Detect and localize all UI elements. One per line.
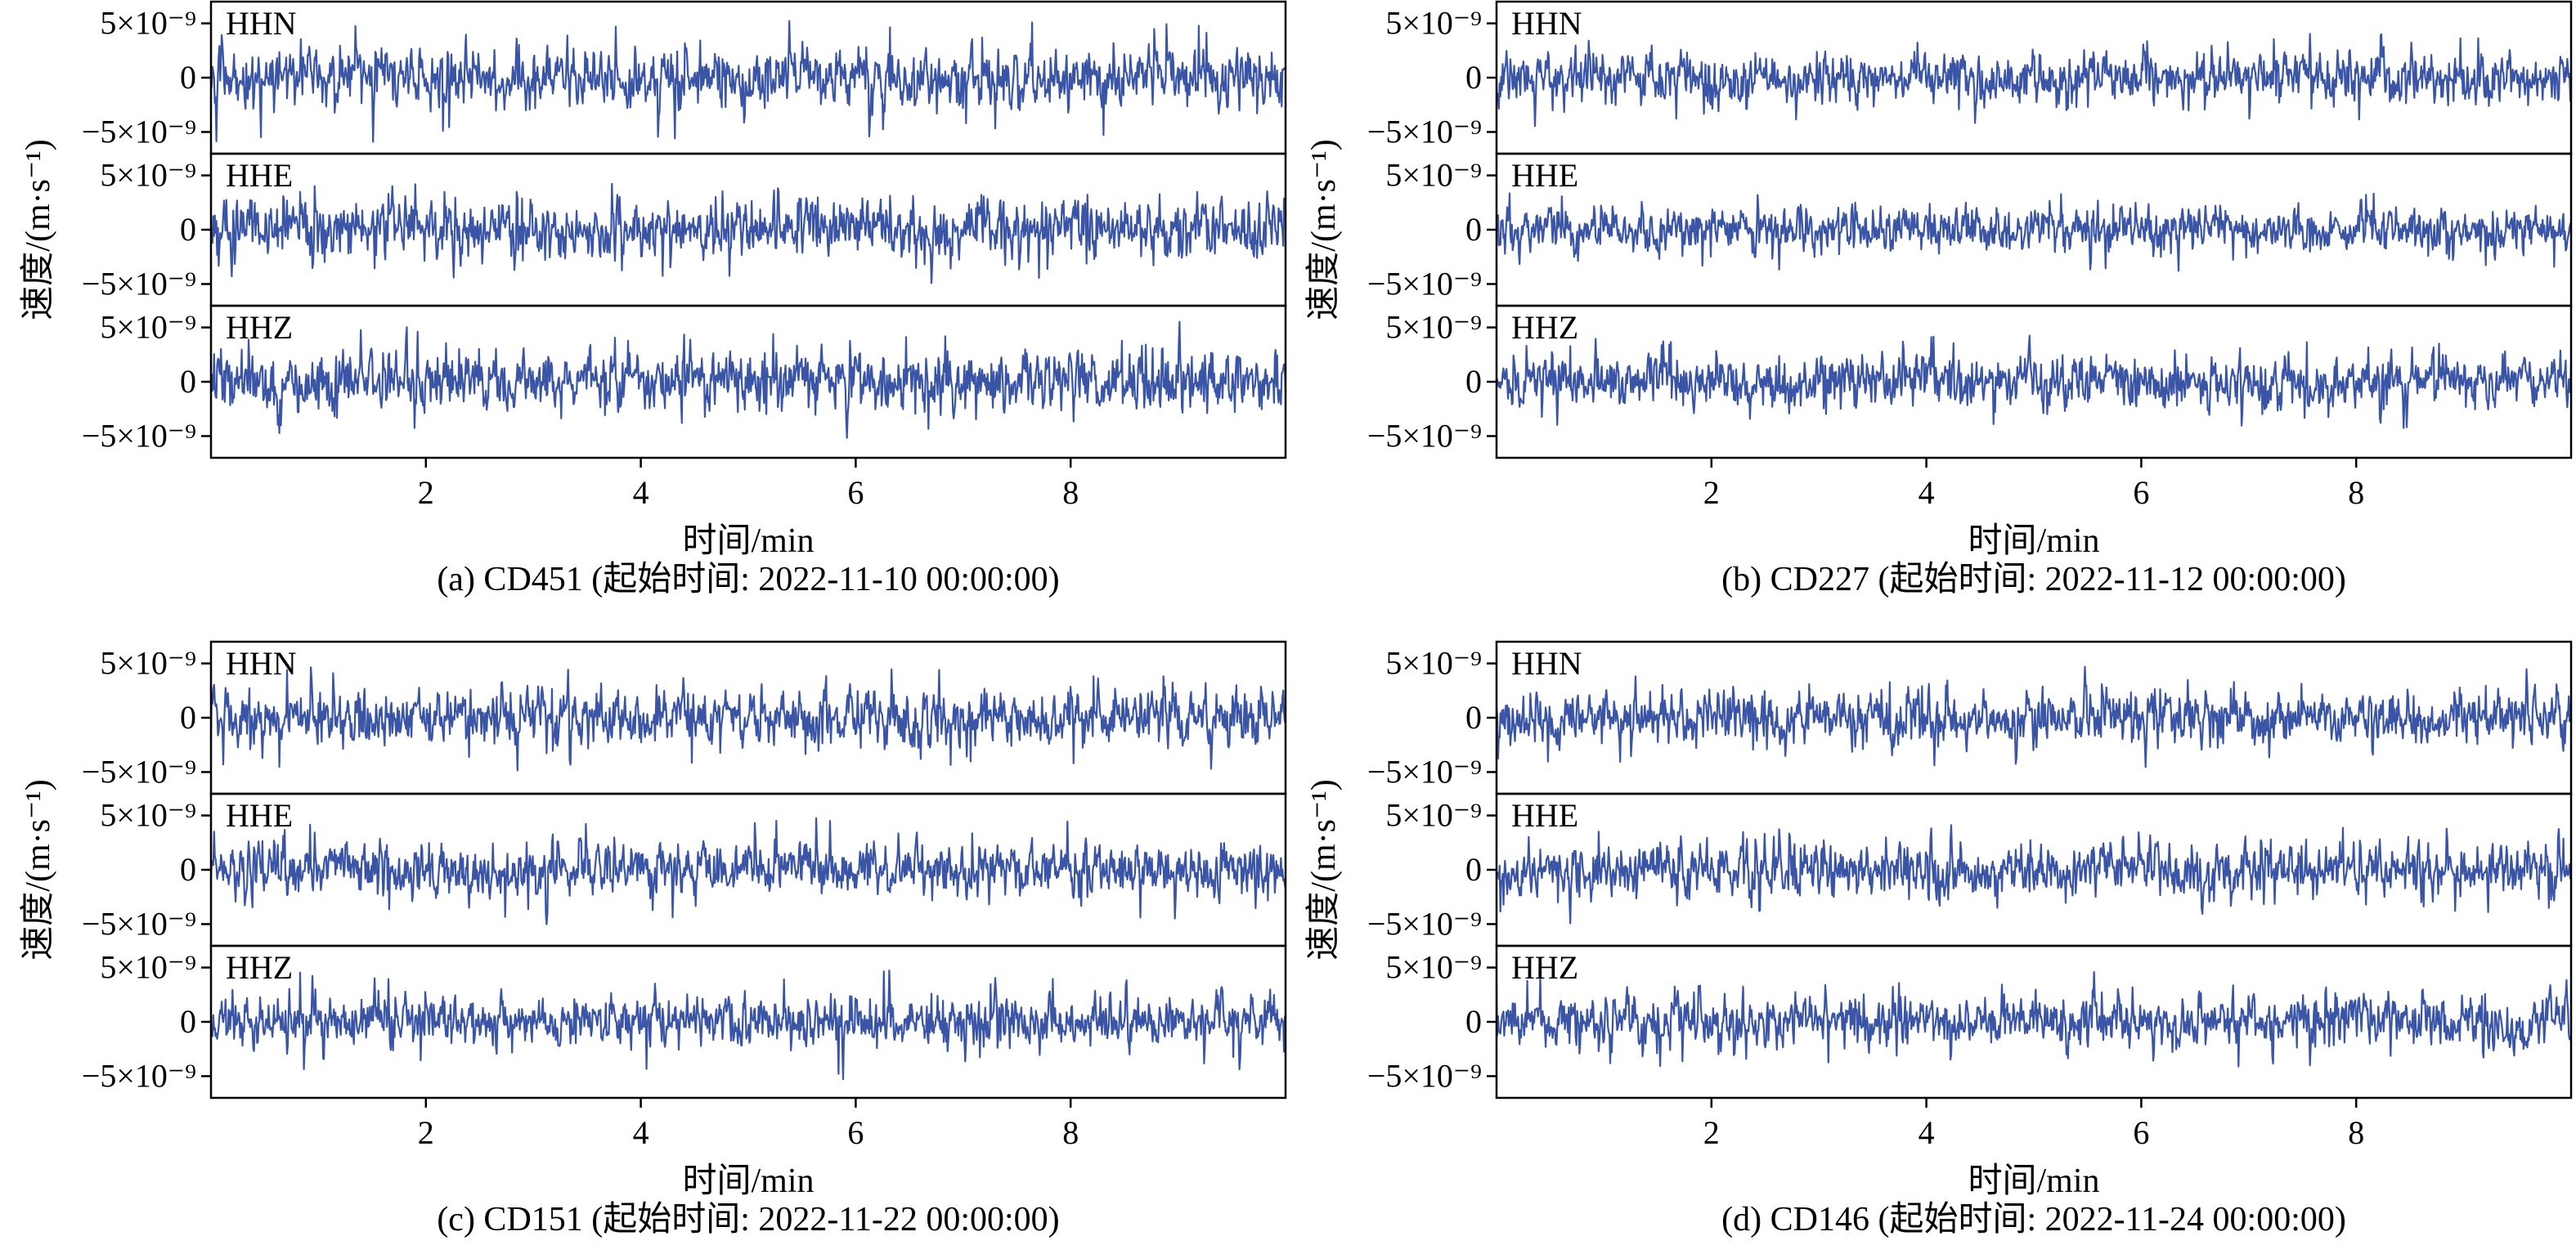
channel-label-hhz: HHZ (1511, 309, 1578, 346)
chart-panel-c: HHN 5×10⁻⁹ 0 −5×10⁻⁹ HHE 5×10⁻⁹ 0 −5×10⁻⁹ HHZ 5×1… (20, 640, 1287, 1238)
waveform-hhe (1495, 192, 2573, 272)
waveform-hhe (209, 817, 1287, 925)
y-tick-label: 0 (180, 1003, 196, 1040)
y-tick-label: 0 (1465, 699, 1482, 736)
y-tick-label: −5×10⁻⁹ (1367, 905, 1482, 942)
waveform-hhz (210, 320, 1287, 439)
waveform-hhn (209, 666, 1287, 772)
x-tick-label: 2 (418, 1114, 434, 1151)
waveform-hhz (1495, 970, 2572, 1068)
x-axis-label: 时间/min (682, 522, 814, 560)
panel-caption: (b) CD227 (起始时间: 2022-11-12 00:00:00) (1721, 561, 2346, 598)
y-tick-label: 0 (180, 851, 196, 888)
y-tick-label: 0 (1465, 363, 1482, 400)
channel-label-hhe: HHE (1511, 797, 1578, 834)
y-axis-label: 速度/(m·s⁻¹) (20, 779, 57, 960)
y-tick-label: −5×10⁻⁹ (82, 113, 196, 150)
y-tick-label: −5×10⁻⁹ (82, 417, 196, 454)
y-tick-label: 5×10⁻⁹ (100, 309, 196, 346)
chart-panel-b: HHN 5×10⁻⁹ 0 −5×10⁻⁹ HHE 5×10⁻⁹ 0 −5×10⁻⁹ HHZ 5×1… (1305, 0, 2573, 598)
x-axis-label: 时间/min (682, 1162, 814, 1200)
channel-label-hhe: HHE (226, 157, 293, 194)
waveform-hhn (1495, 665, 2573, 768)
chart-panel-d: HHN 5×10⁻⁹ 0 −5×10⁻⁹ HHE 5×10⁻⁹ 0 −5×10⁻⁹ HHZ 5×1… (1305, 640, 2573, 1238)
y-tick-label: 0 (1465, 1003, 1482, 1040)
x-tick-label: 2 (1703, 474, 1720, 511)
y-axis-label: 速度/(m·s⁻¹) (1305, 779, 1343, 960)
x-tick-label: 4 (633, 474, 649, 511)
y-tick-label: −5×10⁻⁹ (1367, 753, 1482, 790)
x-tick-label: 8 (2348, 1114, 2364, 1151)
channel-label-hhe: HHE (226, 797, 293, 834)
channel-label-hhz: HHZ (226, 309, 293, 346)
waveform-hhe (1496, 824, 2573, 925)
y-tick-label: 0 (1465, 59, 1482, 96)
y-tick-label: 5×10⁻⁹ (1385, 5, 1482, 42)
x-tick-label: 6 (2133, 1114, 2149, 1151)
y-tick-label: −5×10⁻⁹ (1367, 1057, 1482, 1094)
y-tick-label: −5×10⁻⁹ (1367, 265, 1482, 302)
waveform-hhz (1495, 334, 2573, 429)
panel-caption: (c) CD151 (起始时间: 2022-11-22 00:00:00) (437, 1201, 1059, 1238)
panel-caption: (d) CD146 (起始时间: 2022-11-24 00:00:00) (1721, 1201, 2346, 1238)
chart-panel-a: HHN 5×10⁻⁹ 0 −5×10⁻⁹ HHE 5×10⁻⁹ 0 −5×10⁻⁹ HHZ 5×1… (20, 0, 1287, 598)
y-tick-label: −5×10⁻⁹ (82, 1057, 196, 1094)
y-tick-label: 0 (180, 59, 196, 96)
y-tick-label: 5×10⁻⁹ (100, 157, 196, 194)
y-tick-label: 0 (180, 699, 196, 736)
y-axis-label: 速度/(m·s⁻¹) (1305, 139, 1343, 320)
channel-label-hhz: HHZ (1511, 949, 1578, 986)
y-tick-label: −5×10⁻⁹ (82, 905, 196, 942)
channel-label-hhn: HHN (1511, 5, 1582, 42)
y-tick-label: 5×10⁻⁹ (100, 645, 196, 682)
x-tick-label: 6 (847, 1114, 864, 1151)
y-tick-label: 5×10⁻⁹ (1385, 309, 1482, 346)
y-tick-label: 5×10⁻⁹ (100, 949, 196, 986)
x-tick-label: 8 (1062, 474, 1079, 511)
x-tick-label: 2 (1703, 1114, 1720, 1151)
y-tick-label: 0 (180, 363, 196, 400)
channel-label-hhn: HHN (226, 5, 297, 42)
y-tick-label: 5×10⁻⁹ (1385, 797, 1482, 834)
x-tick-label: 2 (418, 474, 434, 511)
channel-label-hhe: HHE (1511, 157, 1578, 194)
y-tick-label: −5×10⁻⁹ (1367, 417, 1482, 454)
x-axis-label: 时间/min (1968, 1162, 2099, 1200)
y-tick-label: 5×10⁻⁹ (100, 5, 196, 42)
y-tick-label: −5×10⁻⁹ (1367, 113, 1482, 150)
x-tick-label: 4 (633, 1114, 649, 1151)
waveform-hhn (209, 20, 1286, 143)
y-tick-label: −5×10⁻⁹ (82, 753, 196, 790)
y-tick-label: 5×10⁻⁹ (1385, 645, 1482, 682)
y-tick-label: 5×10⁻⁹ (100, 797, 196, 834)
y-tick-label: 5×10⁻⁹ (1385, 157, 1482, 194)
x-tick-label: 8 (2348, 474, 2364, 511)
x-tick-label: 8 (1062, 1114, 1079, 1151)
y-tick-label: 0 (180, 211, 196, 248)
y-tick-label: 5×10⁻⁹ (1385, 949, 1482, 986)
waveform-hhn (1495, 33, 2573, 128)
channel-label-hhn: HHN (226, 645, 297, 682)
x-axis-label: 时间/min (1968, 522, 2099, 560)
waveform-hhz (209, 970, 1287, 1081)
y-tick-label: 0 (1465, 851, 1482, 888)
y-tick-label: −5×10⁻⁹ (82, 265, 196, 302)
panel-caption: (a) CD451 (起始时间: 2022-11-10 00:00:00) (437, 561, 1059, 598)
x-tick-label: 4 (1919, 474, 1935, 511)
y-axis-label: 速度/(m·s⁻¹) (20, 139, 57, 320)
x-tick-label: 4 (1919, 1114, 1935, 1151)
channel-label-hhz: HHZ (226, 949, 293, 986)
waveform-hhe (209, 182, 1287, 284)
x-tick-label: 6 (847, 474, 864, 511)
x-tick-label: 6 (2133, 474, 2149, 511)
y-tick-label: 0 (1465, 211, 1482, 248)
channel-label-hhn: HHN (1511, 645, 1582, 682)
